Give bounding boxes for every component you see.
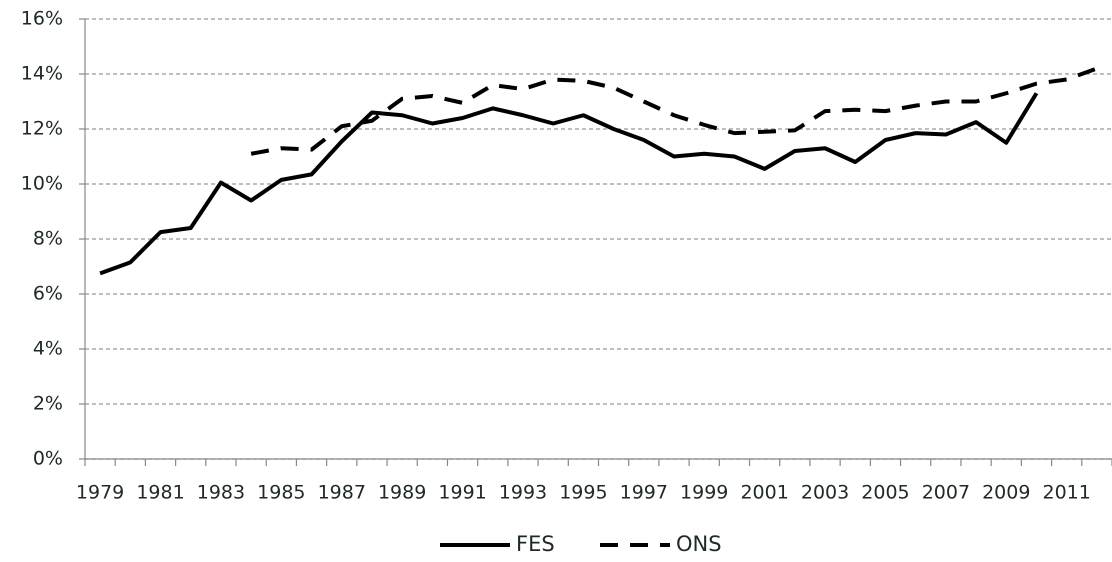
x-tick-label: 2007 xyxy=(922,482,970,504)
y-tick-label: 0% xyxy=(33,448,63,470)
x-tick-label: 1995 xyxy=(559,482,607,504)
y-tick-label: 2% xyxy=(33,393,63,415)
x-tick-label: 1983 xyxy=(197,482,245,504)
x-tick-label: 1989 xyxy=(378,482,426,504)
series-line xyxy=(250,66,1098,156)
y-tick-label: 16% xyxy=(21,8,63,30)
x-tick-label: 2003 xyxy=(801,482,849,504)
y-tick-label: 6% xyxy=(33,283,63,305)
x-tick-label: 2001 xyxy=(740,482,788,504)
x-tick-label: 1999 xyxy=(680,482,728,504)
x-tick-label: 1993 xyxy=(499,482,547,504)
y-tick-label: 4% xyxy=(33,338,63,360)
y-tick-label: 14% xyxy=(21,63,63,85)
legend-label: ONS xyxy=(676,532,722,556)
y-tick-label: 8% xyxy=(33,228,63,250)
x-tick-label: 1985 xyxy=(257,482,305,504)
x-tick-label: 1981 xyxy=(136,482,184,504)
x-tick-label: 2011 xyxy=(1043,482,1091,504)
x-tick-label: 1997 xyxy=(620,482,668,504)
x-tick-label: 1991 xyxy=(438,482,486,504)
x-tick-label: 2005 xyxy=(861,482,909,504)
series-line xyxy=(99,92,1039,276)
legend-label: FES xyxy=(516,532,555,556)
x-tick-label: 1987 xyxy=(318,482,366,504)
y-tick-label: 12% xyxy=(21,118,63,140)
y-tick-label: 10% xyxy=(21,173,63,195)
x-tick-label: 1979 xyxy=(76,482,124,504)
x-tick-label: 2009 xyxy=(982,482,1030,504)
